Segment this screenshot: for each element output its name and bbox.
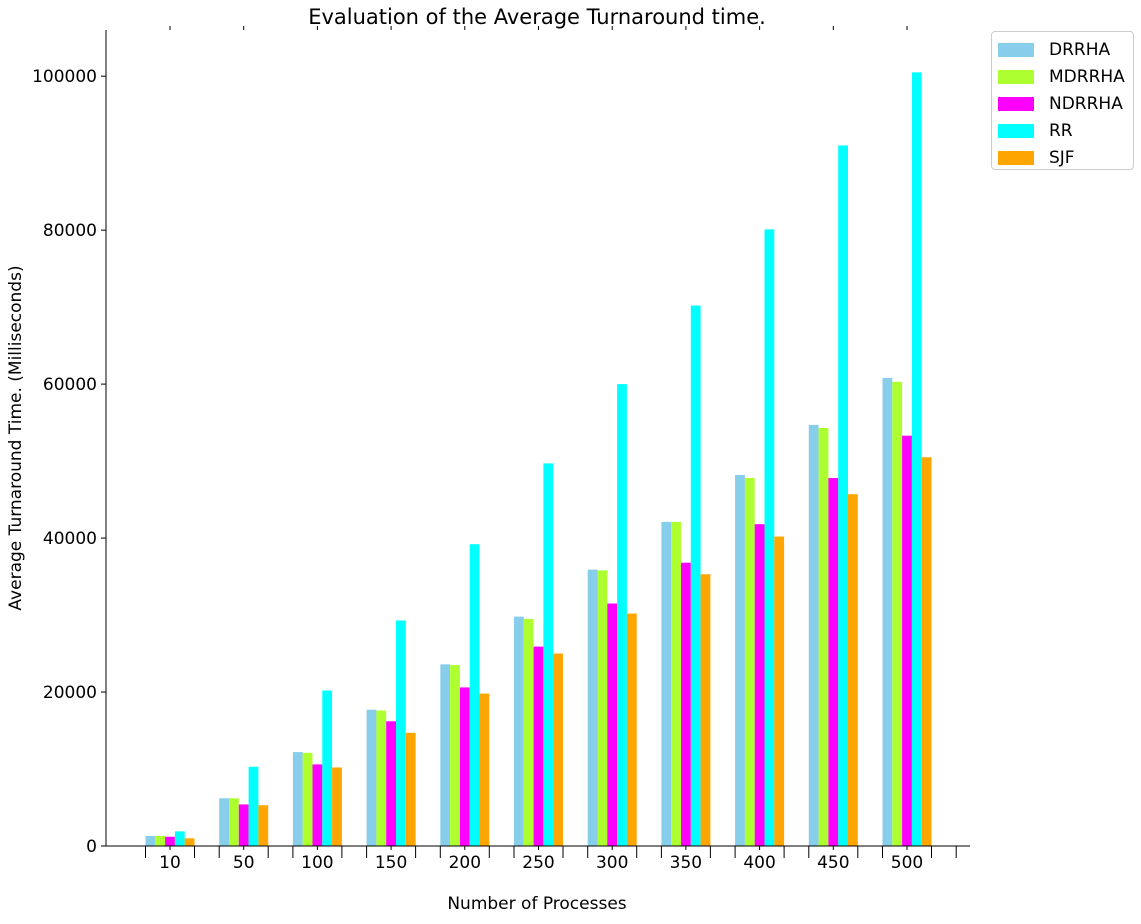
legend-swatch (998, 70, 1034, 85)
bar-mdrrha-350 (671, 521, 681, 846)
bar-ndrrha-10 (165, 836, 175, 846)
bar-ndrrha-500 (902, 435, 912, 846)
bar-drrha-300 (587, 569, 598, 846)
bar-ndrrha-350 (681, 562, 691, 846)
bar-drrha-150 (366, 709, 377, 846)
bar-mdrrha-500 (892, 381, 903, 846)
bar-sjf-200 (479, 693, 490, 846)
x-tick-label: 500 (891, 853, 923, 873)
bar-drrha-10 (145, 835, 156, 846)
bar-rr-200 (469, 544, 480, 846)
bars-layer (145, 72, 932, 847)
x-tick-label: 250 (522, 853, 554, 873)
chart-title: Evaluation of the Average Turnaround tim… (308, 5, 766, 29)
bar-mdrrha-10 (155, 835, 166, 846)
x-tick-label: 300 (596, 853, 628, 873)
bar-ndrrha-450 (828, 478, 839, 846)
y-tick-label: 20000 (43, 683, 97, 703)
legend-label: MDRRHA (1049, 67, 1125, 88)
bar-sjf-400 (774, 536, 785, 846)
legend-item-rr: RR (998, 117, 1125, 144)
bar-sjf-50 (258, 805, 269, 846)
bar-ndrrha-250 (533, 646, 544, 846)
legend-item-sjf: SJF (998, 144, 1125, 171)
bar-mdrrha-100 (302, 752, 313, 846)
legend-swatch (998, 96, 1034, 111)
legend-item-drrha: DRRHA (998, 37, 1125, 64)
y-tick-label: 0 (86, 837, 97, 857)
x-tick-label: 400 (743, 853, 775, 873)
bar-rr-10 (174, 831, 185, 846)
bar-drrha-400 (735, 474, 745, 846)
x-tick-label: 100 (301, 853, 333, 873)
bar-ndrrha-200 (459, 687, 470, 846)
bar-ndrrha-300 (607, 603, 618, 846)
x-tick-label: 10 (159, 853, 181, 873)
y-tick-label: 40000 (43, 529, 97, 549)
axes-layer: 0 20000 40000 60000 80000 100000 10 50 100 150 200… (32, 26, 970, 873)
bar-sjf-250 (553, 653, 563, 846)
bar-ndrrha-150 (386, 721, 396, 846)
bar-drrha-50 (219, 798, 229, 846)
legend-swatch (998, 123, 1034, 138)
bar-mdrrha-450 (818, 427, 829, 846)
legend-label: RR (1049, 120, 1073, 141)
bar-sjf-150 (405, 732, 416, 846)
y-tick-label: 80000 (43, 221, 97, 241)
y-tick-label: 100000 (32, 67, 97, 87)
y-axis-label: Average Turnaround Time. (Milliseconds) (6, 265, 26, 610)
bar-rr-300 (617, 384, 627, 846)
bar-mdrrha-250 (523, 618, 534, 846)
bar-rr-50 (248, 766, 259, 846)
bar-drrha-250 (514, 616, 524, 846)
bar-ndrrha-400 (754, 524, 765, 846)
bar-sjf-300 (626, 613, 637, 846)
legend-label: DRRHA (1049, 40, 1111, 61)
x-tick-label: 150 (375, 853, 407, 873)
x-tick-label: 350 (670, 853, 702, 873)
chart-legend: DRRHA MDRRHA NDRRHA RR SJF (991, 31, 1134, 170)
bar-mdrrha-150 (376, 710, 387, 846)
legend-item-mdrrha: MDRRHA (998, 64, 1125, 91)
bar-rr-500 (911, 72, 922, 847)
bar-drrha-200 (440, 664, 451, 846)
x-axis-label: Number of Processes (447, 894, 626, 914)
bar-ndrrha-50 (238, 804, 249, 846)
bar-mdrrha-50 (229, 798, 239, 846)
bar-rr-400 (764, 229, 775, 846)
bar-ndrrha-100 (312, 764, 323, 846)
bar-sjf-10 (184, 838, 195, 846)
bar-rr-150 (396, 620, 406, 846)
legend-item-ndrrha: NDRRHA (998, 91, 1125, 118)
legend-swatch (998, 150, 1034, 165)
legend-swatch (998, 43, 1034, 58)
bar-sjf-100 (332, 767, 342, 846)
bar-rr-100 (322, 690, 333, 846)
bar-mdrrha-400 (744, 478, 755, 846)
bar-rr-450 (838, 145, 848, 847)
y-tick-label: 60000 (43, 375, 97, 395)
bar-sjf-500 (921, 457, 932, 846)
bar-mdrrha-300 (597, 570, 608, 846)
x-tick-label: 200 (449, 853, 481, 873)
bar-mdrrha-200 (450, 665, 460, 846)
bar-drrha-500 (882, 377, 893, 846)
bar-drrha-450 (808, 424, 819, 846)
bar-rr-350 (690, 305, 701, 847)
legend-label: NDRRHA (1049, 93, 1123, 114)
bar-drrha-100 (292, 752, 303, 846)
legend-label: SJF (1049, 147, 1075, 168)
bar-rr-250 (543, 463, 554, 846)
x-tick-label: 450 (817, 853, 849, 873)
x-tick-label: 50 (233, 853, 255, 873)
bar-sjf-350 (700, 574, 711, 846)
bar-sjf-450 (848, 494, 858, 846)
bar-drrha-350 (661, 521, 672, 846)
